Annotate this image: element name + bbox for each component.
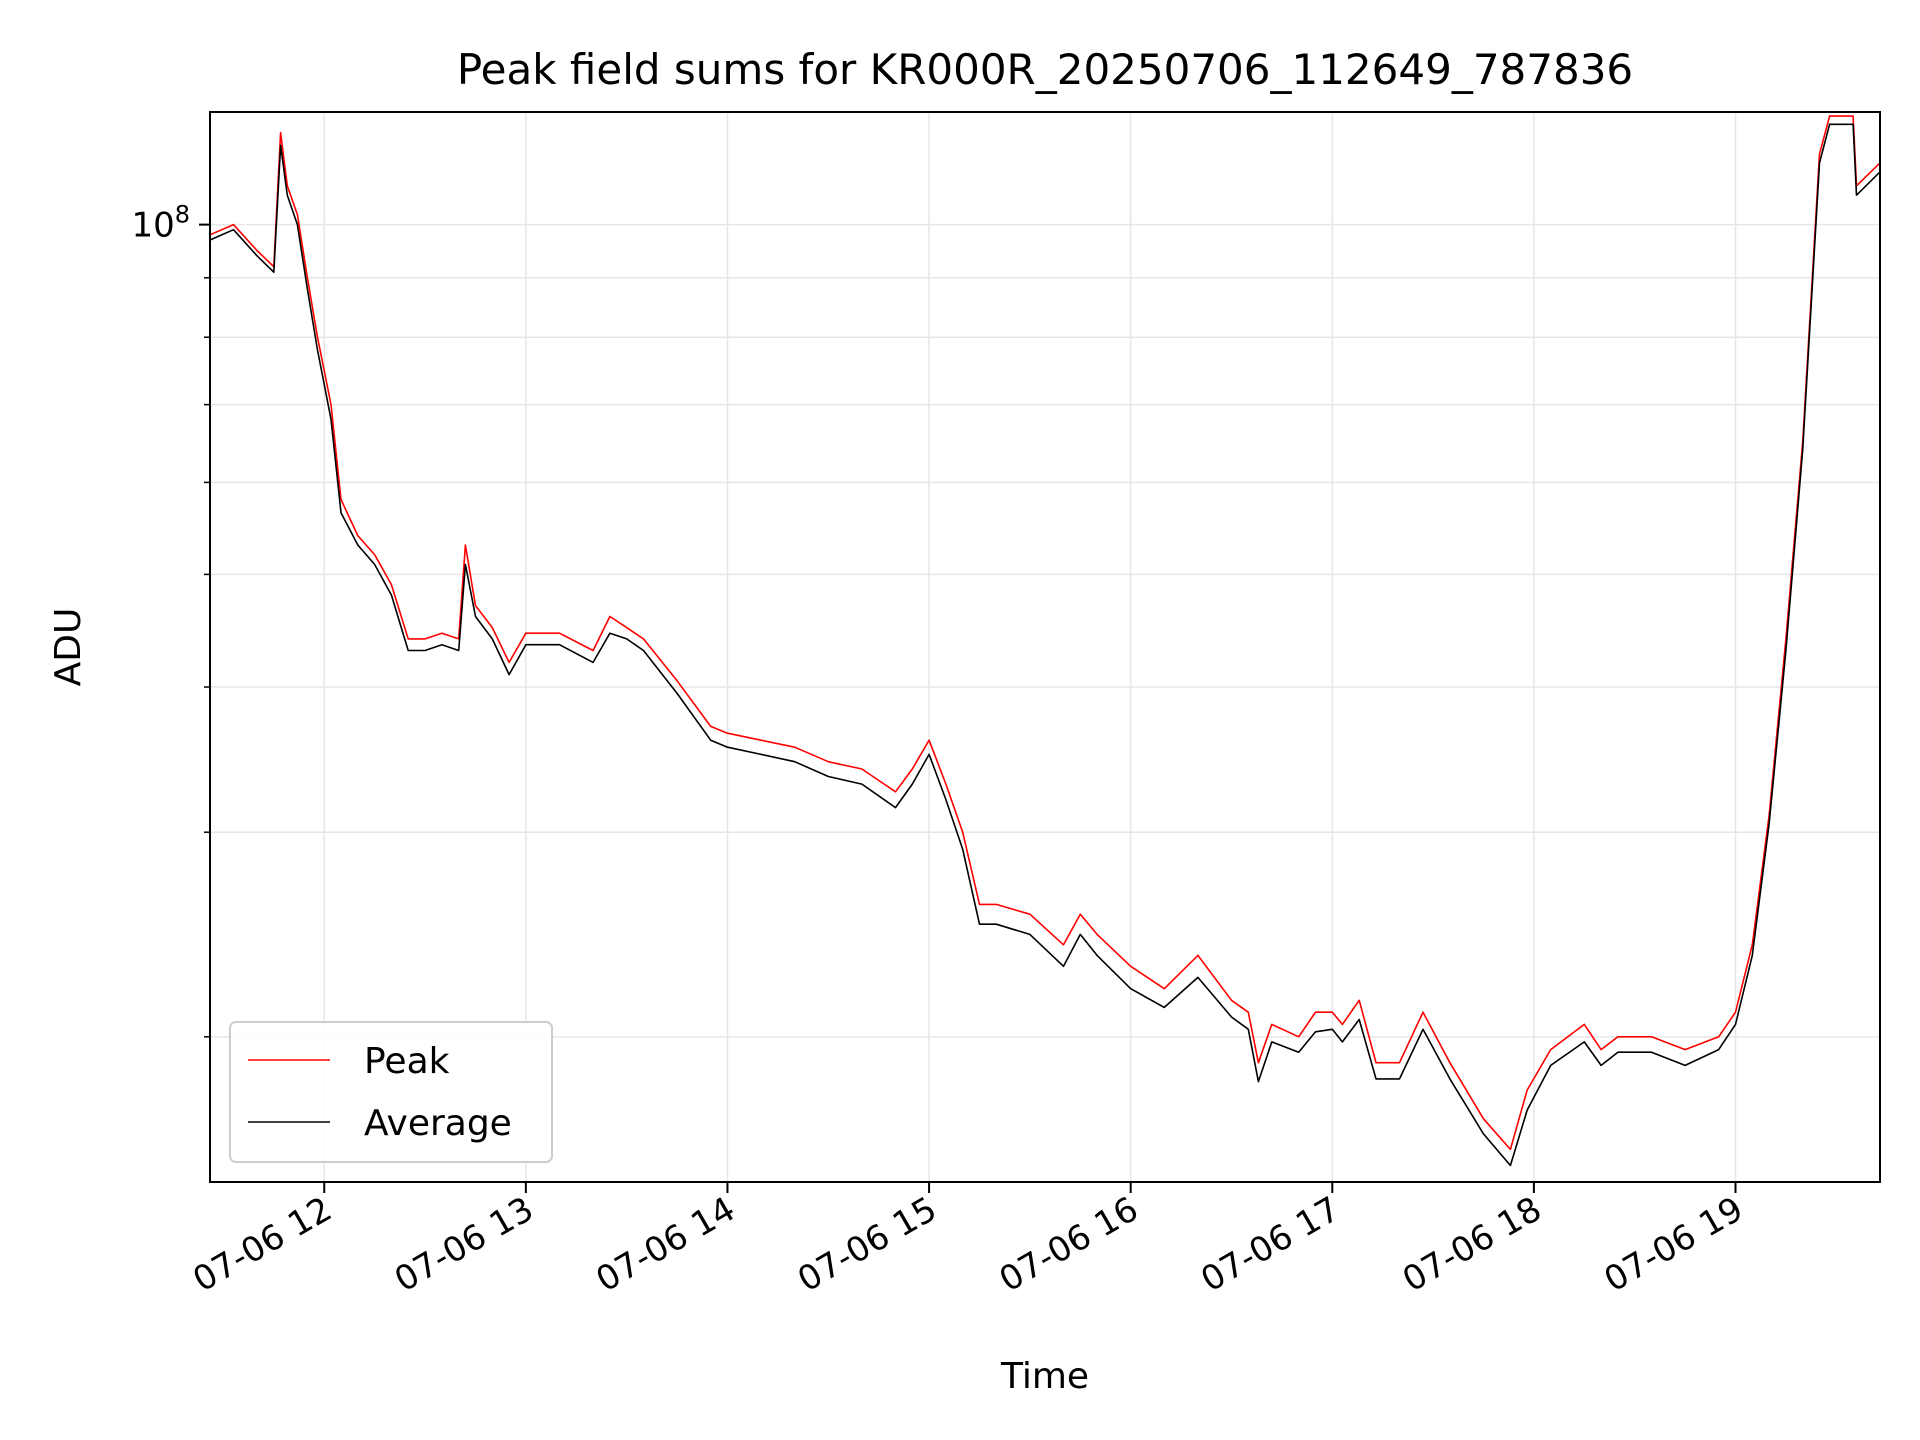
series-line-peak [209, 115, 1881, 1151]
chart-title: Peak field sums for KR000R_20250706_1126… [457, 45, 1633, 94]
legend: Peak Average [229, 1021, 553, 1163]
series-line-average [209, 123, 1881, 1167]
legend-label-average: Average [364, 1103, 512, 1144]
plot-frame [209, 111, 1881, 1183]
y-axis-label: ADU [48, 608, 89, 687]
legend-label-peak: Peak [364, 1041, 450, 1082]
series-layer [209, 115, 1881, 1167]
y-axis: 108 [131, 201, 210, 1038]
y-tick-label: 108 [131, 201, 190, 246]
legend-box [229, 1021, 553, 1163]
grid [210, 112, 1880, 1182]
x-axis-label: Time [1000, 1356, 1089, 1397]
